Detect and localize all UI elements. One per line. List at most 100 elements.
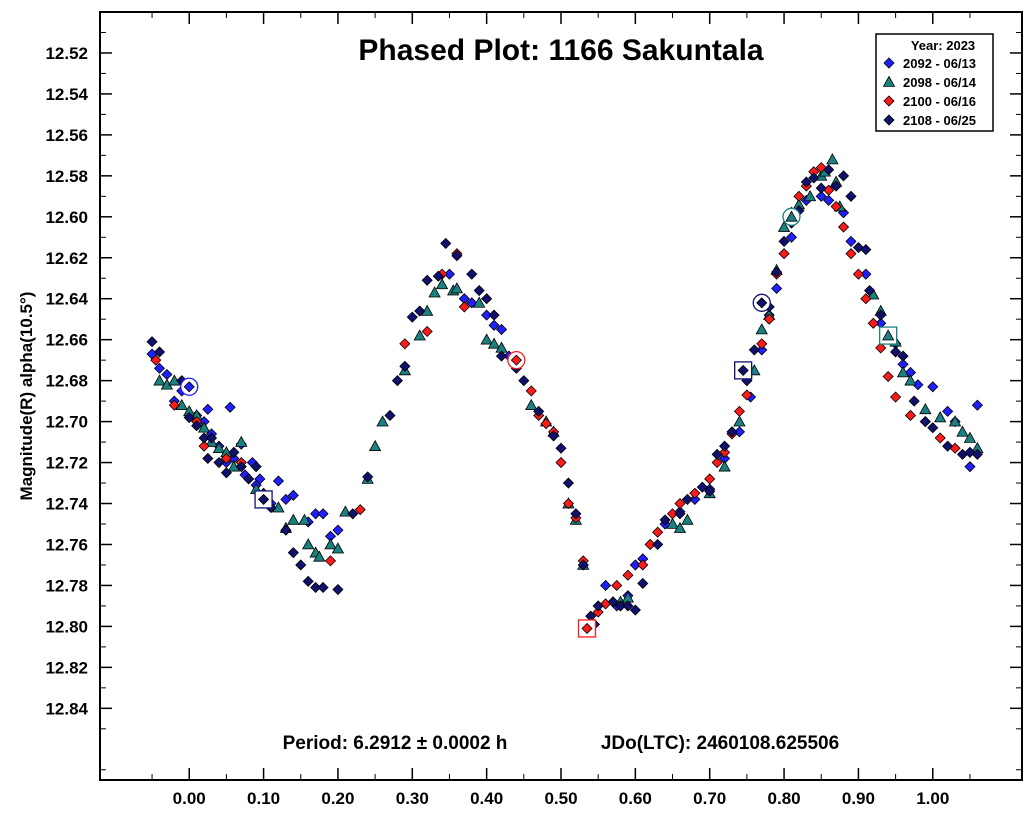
data-point [875,342,887,354]
data-point [280,524,292,536]
data-point [205,432,218,444]
data-point [629,604,641,616]
data-point [533,405,545,417]
data-point [964,461,976,473]
y-tick-label: 12.70 [45,413,88,432]
data-point [399,360,411,372]
data-point [202,452,214,465]
y-axis-label: Magnitude(R) alpha(10.5°) [17,292,36,501]
series-2 [153,153,984,607]
data-point [659,514,671,526]
legend-marker [883,95,895,107]
data-point [755,323,768,335]
data-point [428,286,441,298]
legend-title: Year: 2023 [911,38,975,53]
y-tick-label: 12.68 [45,372,88,391]
data-point [614,600,627,612]
x-tick-label: 0.60 [619,789,652,808]
highlight-point [785,210,798,222]
data-point [555,456,567,469]
data-point [919,402,932,415]
data-point [313,550,326,562]
data-point [153,346,166,358]
data-point [150,354,162,366]
data-point [376,415,389,427]
y-tick-label: 12.80 [45,617,88,636]
data-point [756,338,768,350]
data-point [942,405,954,417]
data-point [466,297,478,309]
data-point [733,405,746,417]
highlight-point [756,297,768,309]
data-point [224,401,236,413]
data-point [202,403,214,415]
data-point [681,493,693,505]
legend-box [875,33,994,132]
data-point [317,581,329,594]
data-point [317,508,329,520]
y-tick-label: 12.66 [45,331,88,350]
data-point [191,420,203,432]
data-point [272,475,285,487]
data-point [555,442,567,454]
data-point [310,581,322,594]
highlight-point [581,622,593,635]
data-point [332,583,344,596]
data-point [197,421,211,433]
data-point [525,385,537,397]
legend-label: 2092 - 06/13 [903,56,976,71]
data-point [726,426,738,438]
data-point [860,244,872,256]
data-point [384,409,396,422]
data-point [310,508,322,520]
data-point [803,189,817,202]
data-point [845,235,857,247]
data-point [362,471,374,483]
y-tick-label: 12.54 [45,85,88,104]
data-point [414,305,426,317]
epoch-annotation: JDo(LTC): 2460108.625506 [601,733,839,754]
data-point [347,508,359,520]
data-point [896,366,910,378]
data-point [600,579,612,592]
data-point [652,538,664,551]
highlight-markers [180,207,898,638]
x-tick-label: 0.20 [321,789,354,808]
y-tick-label: 12.52 [45,44,88,63]
data-point [562,497,575,510]
data-point [927,381,939,393]
y-tick-label: 12.64 [45,290,88,309]
data-point [518,375,530,387]
data-point [882,370,894,383]
data-point [666,508,679,520]
data-point [406,311,418,323]
data-point [488,319,500,331]
data-point [875,309,887,321]
data-point [592,606,604,618]
data-point [673,521,687,533]
data-point [830,180,842,192]
data-point [837,170,850,182]
x-axis-ticks: 0.00 0.10 0.20 0.30 0.40 0.50 0.60 0.70 0.80 0.90… [151,12,971,808]
data-point [220,452,232,465]
data-point [711,456,723,469]
data-point [808,172,820,184]
y-tick-label: 12.74 [45,495,88,514]
data-point [450,282,464,294]
data-point [592,600,604,612]
data-point [481,293,493,305]
highlight-point [183,381,195,393]
data-point [864,284,876,297]
data-point [860,268,872,280]
data-point [280,493,292,505]
data-point [413,329,426,341]
data-point [845,248,857,260]
data-point [704,473,716,485]
x-tick-label: 1.00 [916,789,949,808]
data-point [198,432,210,444]
legend-marker [882,75,896,87]
data-point [570,508,582,520]
data-point [934,432,946,444]
data-point [302,538,315,550]
data-point [332,524,344,536]
